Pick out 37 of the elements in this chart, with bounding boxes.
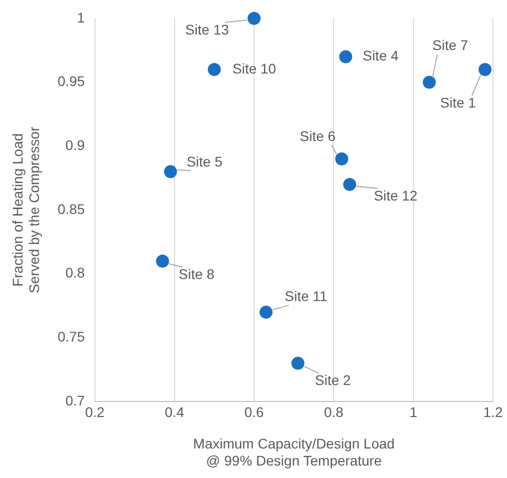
annotation: Site 12 xyxy=(374,187,418,204)
point xyxy=(343,178,356,191)
point xyxy=(478,62,492,76)
y-tick-label: 0.75 xyxy=(58,328,86,345)
annotation: Site 11 xyxy=(284,288,328,304)
point xyxy=(164,165,177,178)
point xyxy=(339,50,352,64)
annotation: Site 1 xyxy=(440,94,476,110)
point xyxy=(291,356,304,370)
annotation: Site 4 xyxy=(362,48,399,64)
x-tick-label: 0.2 xyxy=(85,404,105,420)
point xyxy=(422,76,436,89)
point xyxy=(260,306,273,319)
point xyxy=(248,12,261,25)
y-tick-label: 0.8 xyxy=(65,264,86,281)
y-tick-label: 0.7 xyxy=(65,392,86,408)
annotation: Site 10 xyxy=(232,60,276,76)
y-axis-title: Fraction of Heating Load Served by the Compressor xyxy=(9,126,42,294)
annotation: Site 13 xyxy=(185,21,230,38)
x-tick-label: 0.6 xyxy=(244,404,264,420)
annotation: Site 8 xyxy=(178,266,215,282)
point xyxy=(208,62,221,76)
x-tick-label: 1.2 xyxy=(483,404,503,420)
x-tick-label: 0.4 xyxy=(164,404,184,420)
x-tick-label: 0.8 xyxy=(324,404,344,420)
y-tick-label: 0.85 xyxy=(58,200,86,217)
annotation: Site 7 xyxy=(432,37,468,54)
y-tick-label: 1 xyxy=(77,9,86,26)
point xyxy=(335,152,348,166)
x-tick-label: 1 xyxy=(409,404,418,420)
point xyxy=(156,254,170,268)
annotation: Site 6 xyxy=(300,128,336,144)
x-axis-title: Maximum Capacity/Design Load @ 99% Design Temperature xyxy=(193,436,395,468)
annotation: Site 2 xyxy=(315,372,352,388)
y-tick-label: 0.95 xyxy=(58,73,86,90)
annotation: Site 5 xyxy=(186,154,223,170)
y-tick-label: 0.9 xyxy=(65,136,86,153)
